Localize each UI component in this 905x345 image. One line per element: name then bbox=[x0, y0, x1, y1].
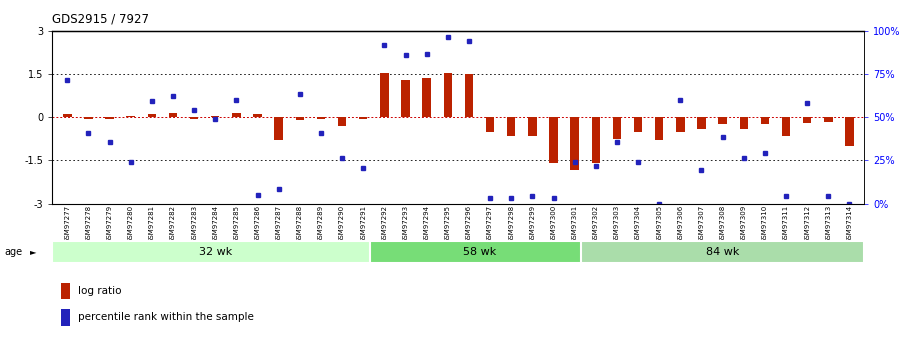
Text: 84 wk: 84 wk bbox=[706, 247, 739, 257]
Bar bbox=[465, 74, 473, 117]
Text: age: age bbox=[5, 247, 23, 257]
FancyBboxPatch shape bbox=[369, 241, 589, 263]
Bar bbox=[549, 117, 557, 163]
Bar bbox=[592, 117, 600, 163]
Bar bbox=[443, 73, 452, 117]
Text: ►: ► bbox=[30, 247, 36, 256]
FancyBboxPatch shape bbox=[52, 241, 378, 263]
Bar bbox=[634, 117, 643, 132]
Bar bbox=[507, 117, 516, 136]
Bar bbox=[380, 73, 388, 117]
Bar bbox=[845, 117, 853, 146]
Text: 32 wk: 32 wk bbox=[198, 247, 232, 257]
Bar bbox=[739, 117, 748, 129]
Bar bbox=[148, 115, 156, 117]
Bar bbox=[824, 117, 833, 122]
Bar bbox=[655, 117, 663, 140]
Bar bbox=[486, 117, 494, 132]
Text: 58 wk: 58 wk bbox=[462, 247, 496, 257]
Bar bbox=[338, 117, 347, 126]
Bar bbox=[676, 117, 684, 132]
Bar bbox=[84, 117, 92, 119]
Bar bbox=[211, 116, 220, 117]
Bar bbox=[296, 117, 304, 120]
Bar bbox=[401, 80, 410, 117]
Text: percentile rank within the sample: percentile rank within the sample bbox=[79, 313, 254, 322]
FancyBboxPatch shape bbox=[581, 241, 864, 263]
Bar bbox=[127, 116, 135, 117]
Bar bbox=[570, 117, 579, 170]
Bar bbox=[359, 117, 367, 119]
Bar bbox=[782, 117, 790, 136]
Bar bbox=[274, 117, 283, 140]
Bar bbox=[168, 113, 177, 117]
Bar bbox=[61, 283, 71, 299]
Bar bbox=[719, 117, 727, 125]
Bar bbox=[233, 113, 241, 117]
Bar bbox=[105, 117, 114, 119]
Bar bbox=[697, 117, 706, 129]
Text: GDS2915 / 7927: GDS2915 / 7927 bbox=[52, 12, 149, 25]
Bar bbox=[803, 117, 812, 123]
Bar bbox=[529, 117, 537, 136]
Bar bbox=[61, 309, 71, 326]
Bar bbox=[63, 115, 71, 117]
Bar bbox=[190, 117, 198, 119]
Bar bbox=[253, 115, 262, 117]
Bar bbox=[761, 117, 769, 125]
Text: log ratio: log ratio bbox=[79, 286, 122, 296]
Bar bbox=[423, 79, 431, 117]
Bar bbox=[613, 117, 621, 139]
Bar bbox=[317, 117, 325, 119]
